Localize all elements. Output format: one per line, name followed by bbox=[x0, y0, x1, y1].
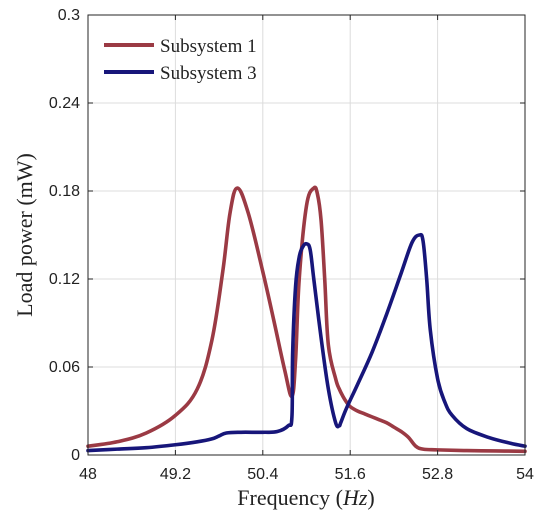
y-tick-label: 0.3 bbox=[58, 7, 80, 24]
x-axis-unit: Hz bbox=[342, 485, 368, 510]
y-tick-label: 0.24 bbox=[49, 95, 80, 112]
series-line-subsystem-3 bbox=[86, 232, 527, 453]
y-axis-ticks: 0 0.06 0.12 0.18 0.24 0.3 bbox=[49, 7, 525, 464]
x-tick-label: 52.8 bbox=[422, 466, 453, 483]
x-tick-label: 49.2 bbox=[160, 466, 191, 483]
y-axis-title: Load power (mW) bbox=[12, 153, 37, 317]
plot-frame bbox=[87, 14, 526, 456]
x-tick-label: 48 bbox=[79, 466, 97, 483]
x-tick-label: 50.4 bbox=[247, 466, 278, 483]
y-tick-label: 0 bbox=[71, 447, 80, 464]
legend-label-subsystem-1: Subsystem 1 bbox=[160, 36, 257, 57]
y-tick-label: 0.12 bbox=[49, 271, 80, 288]
y-tick-label: 0.06 bbox=[49, 359, 80, 376]
legend: Subsystem 1 Subsystem 3 bbox=[104, 36, 257, 84]
x-tick-label: 54 bbox=[516, 466, 534, 483]
x-axis-title-text: Frequency bbox=[237, 485, 330, 510]
series-layer bbox=[86, 185, 527, 454]
x-tick-label: 51.6 bbox=[335, 466, 366, 483]
x-axis-ticks: 48 49.2 50.4 51.6 52.8 54 bbox=[79, 15, 534, 483]
x-axis-title: Frequency (Hz) bbox=[237, 485, 374, 510]
y-tick-label: 0.18 bbox=[49, 183, 80, 200]
plot-area-background bbox=[88, 15, 525, 455]
legend-label-subsystem-3: Subsystem 3 bbox=[160, 63, 257, 84]
series-line-subsystem-1 bbox=[86, 185, 527, 454]
